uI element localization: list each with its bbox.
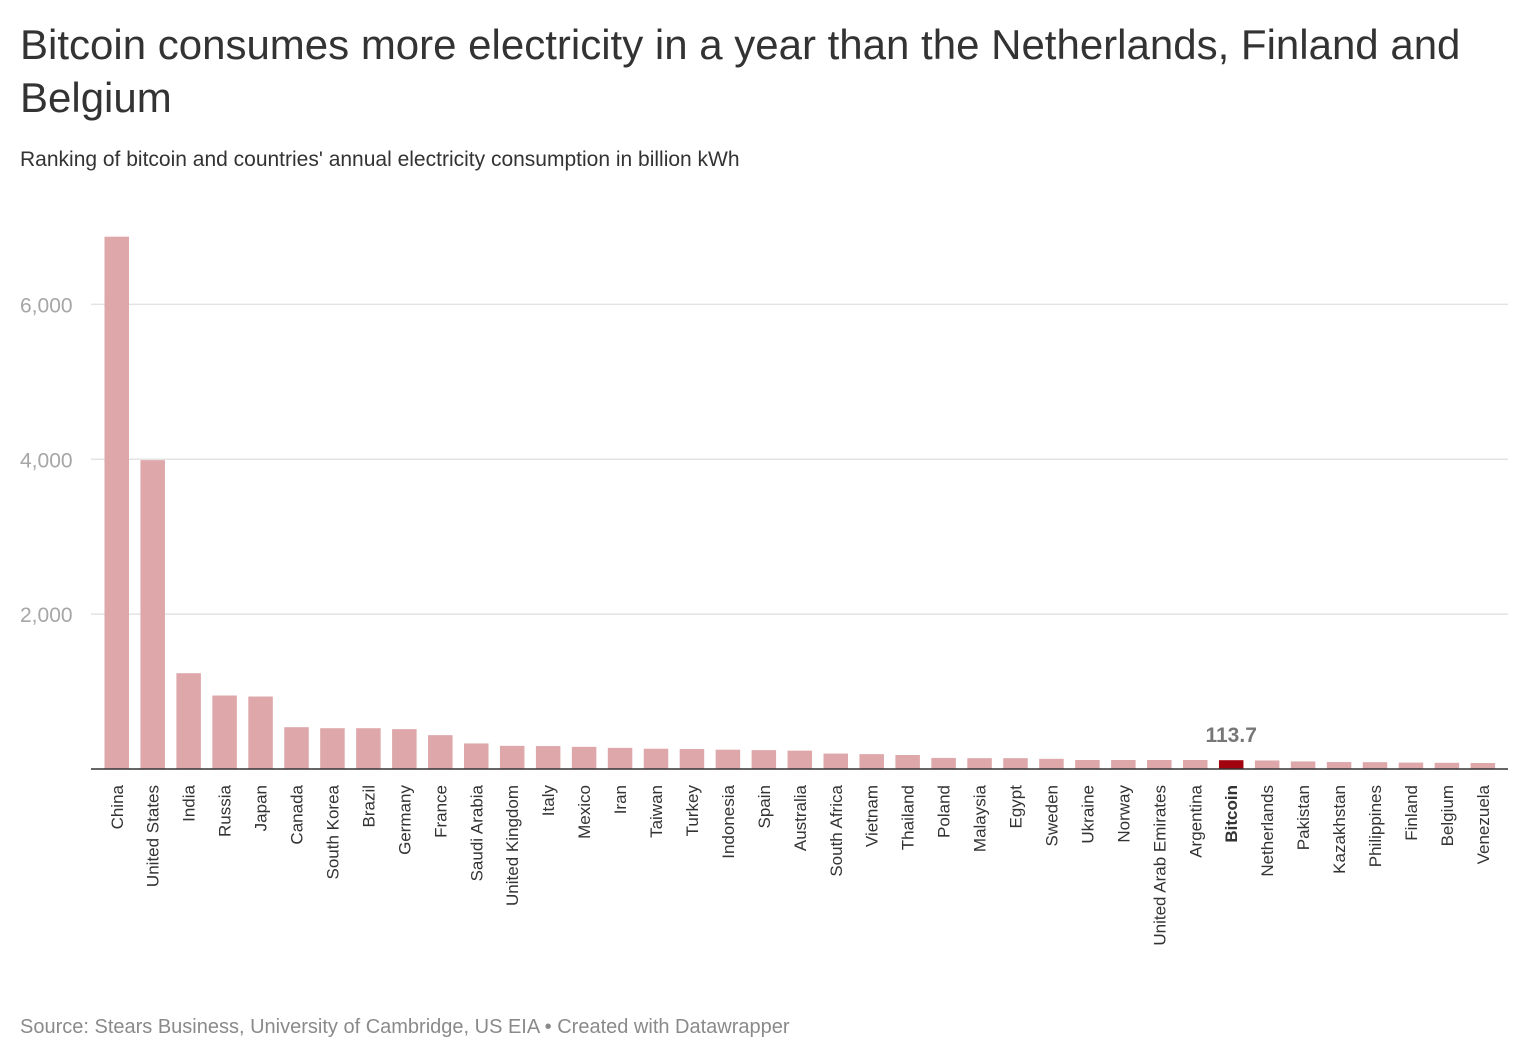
category-label-venezuela: Venezuela [1474,784,1493,864]
bar-india [176,673,201,769]
category-label-brazil: Brazil [359,785,378,828]
bar-norway [1111,760,1136,769]
category-label-thailand: Thailand [899,785,918,850]
category-label-saudi-arabia: Saudi Arabia [467,784,486,881]
category-label-south-korea: South Korea [323,784,342,879]
category-label-south-africa: South Africa [827,784,846,876]
bar-australia [787,750,813,769]
category-label-indonesia: Indonesia [719,784,738,858]
bar-indonesia [715,749,741,769]
bar-vietnam [859,754,884,769]
category-label-poland: Poland [935,785,954,838]
bar-philippines [1362,762,1388,769]
bar-bitcoin [1218,760,1244,769]
bar-ukraine [1075,760,1100,769]
bar-mexico [571,746,597,769]
category-label-russia: Russia [216,784,235,837]
bar-pakistan [1290,761,1316,769]
category-label-taiwan: Taiwan [647,785,666,838]
category-label-united-kingdom: United Kingdom [503,785,522,906]
category-label-germany: Germany [395,785,414,855]
bar-netherlands [1254,760,1280,769]
bar-taiwan [643,748,669,769]
y-tick-label: 4,000 [20,449,73,472]
bar-japan [248,696,273,769]
category-label-vietnam: Vietnam [863,785,882,847]
bar-venezuela [1470,762,1496,769]
category-label-spain: Spain [755,785,774,828]
bar-egypt [1003,758,1028,769]
bar-thailand [895,754,920,769]
y-tick-label: 6,000 [20,294,73,317]
bar-argentina [1183,760,1208,769]
category-label-egypt: Egypt [1007,785,1026,829]
bar-italy [535,746,561,769]
bar-south-korea [320,728,345,769]
category-label-australia: Australia [791,784,810,851]
category-label-mexico: Mexico [575,785,594,839]
bar-united-kingdom [499,745,525,769]
category-label-india: India [180,784,199,821]
y-tick-labels: 2,000 4,000 6,000 [20,294,73,627]
category-label-sweden: Sweden [1042,785,1061,846]
category-label-canada: Canada [288,784,307,844]
category-label-ukraine: Ukraine [1078,785,1097,844]
y-tick-label: 2,000 [20,604,73,627]
source-note: Source: Stears Business, University of C… [20,1016,790,1038]
category-label-bitcoin: Bitcoin [1222,785,1241,843]
category-label-iran: Iran [611,785,630,814]
category-label-united-states: United States [144,785,163,887]
category-label-philippines: Philippines [1366,785,1385,867]
chart-subtitle: Ranking of bitcoin and countries' annual… [20,148,740,171]
bar-united-arab-emirates [1147,760,1172,769]
value-label-bitcoin: 113.7 [1205,724,1256,747]
bar-finland [1398,762,1424,769]
category-label-pakistan: Pakistan [1294,785,1313,850]
category-label-argentina: Argentina [1186,784,1205,857]
bar-sweden [1039,758,1064,769]
bar-kazakhstan [1326,762,1352,769]
bar-united-states [140,460,165,769]
bar-germany [392,729,417,769]
bars [104,236,1496,769]
bar-saudi-arabia [464,743,489,769]
category-label-china: China [108,784,127,829]
category-label-netherlands: Netherlands [1258,785,1277,877]
category-labels: China United States India Russia Japan Canada… [108,784,1493,945]
bar-belgium [1434,762,1460,769]
annotations: 113.7 [1205,724,1256,747]
bar-canada [284,727,309,769]
bar-spain [751,750,777,769]
bar-russia [212,695,237,769]
category-label-norway: Norway [1114,785,1133,843]
category-label-france: France [431,785,450,838]
category-label-united-arab-emirates: United Arab Emirates [1150,785,1169,946]
bar-poland [931,757,956,769]
chart-title: Bitcoin consumes more electricity in a y… [20,21,1461,121]
bar-iran [607,747,633,769]
category-label-kazakhstan: Kazakhstan [1330,785,1349,874]
category-label-belgium: Belgium [1438,785,1457,846]
category-label-japan: Japan [252,785,271,831]
bar-china [104,236,129,769]
bar-turkey [679,749,705,769]
category-label-italy: Italy [539,785,558,817]
bar-south-africa [823,753,848,769]
category-label-malaysia: Malaysia [971,784,990,852]
category-label-finland: Finland [1402,785,1421,841]
bar-france [428,735,453,769]
bar-brazil [356,728,381,769]
category-label-turkey: Turkey [683,785,702,837]
bar-malaysia [967,758,992,769]
grid-lines [91,303,1508,615]
